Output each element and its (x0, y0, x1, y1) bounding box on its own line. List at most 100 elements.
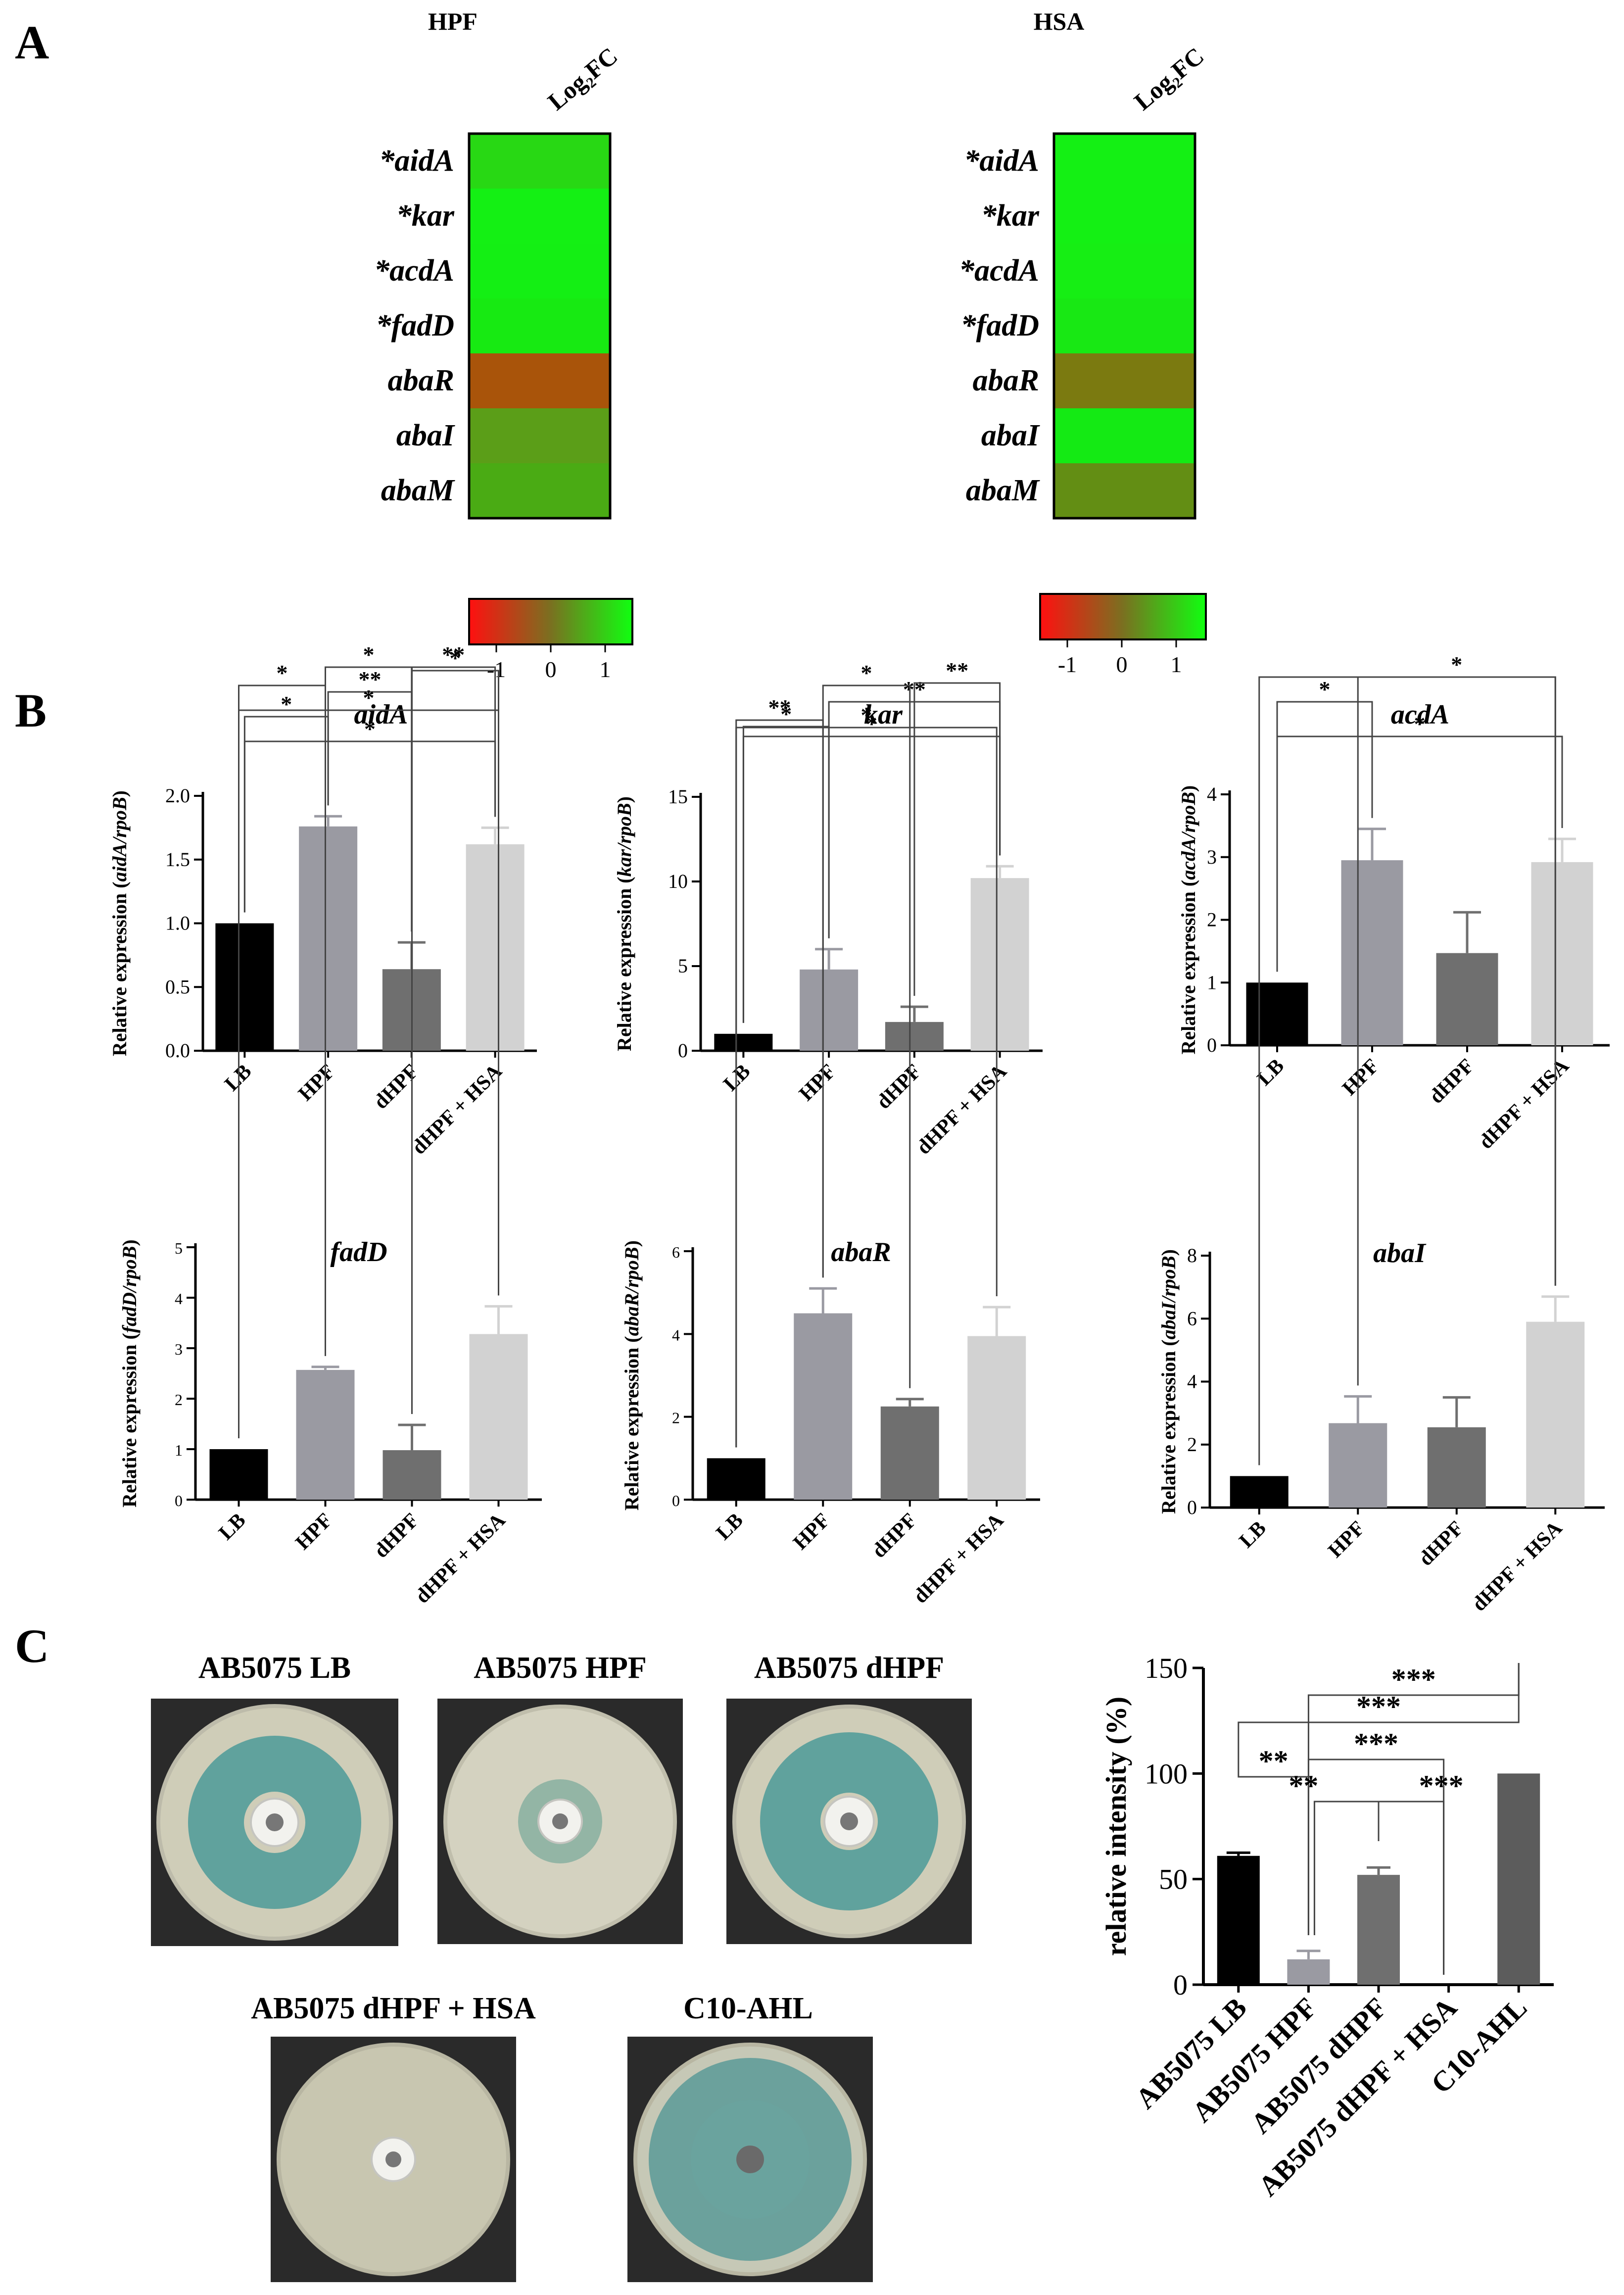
bar (1329, 1423, 1387, 1508)
significance-stars: * (363, 642, 375, 667)
well-hole (840, 1812, 858, 1830)
significance-stars: * (861, 702, 872, 728)
well-hole (552, 1813, 568, 1829)
chart-title: abaI (1373, 1238, 1427, 1269)
bar (880, 1406, 939, 1500)
heatmap-cell (1054, 298, 1195, 353)
y-tick-label: 0 (672, 1492, 680, 1510)
y-tick-label: 2 (175, 1391, 183, 1409)
significance-bracket (243, 740, 496, 913)
x-category-label: LB (214, 1509, 250, 1545)
y-axis-label-gene: aidA/rpoB (108, 797, 131, 881)
y-tick-label: 4 (1207, 783, 1217, 805)
gene-label: abaR (973, 364, 1039, 397)
heatmap-column-label: Log₂FC (1129, 42, 1209, 115)
gene-label: *kar (396, 199, 455, 233)
y-tick-label: 1 (1207, 971, 1217, 993)
colorbar: -1 0 1 (468, 598, 633, 682)
heatmap-cell (469, 244, 610, 298)
x-category-label: HPF (1324, 1517, 1369, 1563)
y-axis-label: Relative expression (abaR/rpoB) (621, 1240, 643, 1511)
gene-label: *aidA (379, 144, 454, 178)
colorbar-tick: -1 (1058, 652, 1077, 677)
y-tick-label: 4 (175, 1290, 183, 1308)
x-category-label: dHPF (370, 1509, 423, 1563)
significance-stars: * (450, 645, 461, 671)
y-tick-label: 0 (678, 1039, 688, 1062)
significance-bracket (1238, 1663, 1520, 1757)
heatmap-cell (469, 189, 610, 244)
plate-label: C10-AHL (683, 1992, 813, 2025)
bar (1246, 982, 1308, 1045)
y-tick-label: 4 (1187, 1370, 1197, 1393)
plate-label: AB5075 HPF (474, 1651, 647, 1685)
x-category-label: HPF (789, 1509, 834, 1555)
gene-label: *fadD (376, 309, 454, 342)
colorbar-tick: 1 (600, 657, 611, 682)
bar-chart-abaI: abaI 0 2 4 6 8 Relative expression (abaI/rpoB)… (1157, 652, 1605, 1616)
heatmap-title: HSA (1034, 7, 1085, 35)
gene-label: abaI (396, 419, 455, 452)
bar-chart-acdA: acdA 0 1 2 3 4 Relative expression (acdA/rpoB)… (1177, 677, 1610, 1154)
x-category-label: LB (1253, 1055, 1289, 1090)
y-tick-label: 3 (175, 1340, 183, 1358)
y-axis-label-gene: abaR/rpoB (621, 1247, 643, 1336)
y-axis-label: Relative expression (abaI/rpoB) (1157, 1249, 1180, 1514)
chart-title: fadD (330, 1237, 387, 1268)
significance-bracket (1258, 676, 1556, 1465)
y-tick-label: 100 (1145, 1758, 1188, 1790)
x-category-label: LB (1235, 1517, 1271, 1553)
panel-letter-b: B (15, 684, 47, 737)
significance-bracket (325, 666, 413, 1415)
bar (794, 1313, 853, 1500)
plate-ab5075-dhpf-hsa: AB5075 dHPF + HSA (251, 1992, 536, 2282)
chart-title: kar (864, 699, 903, 730)
significance-bracket (1378, 1801, 1445, 1975)
x-category-label: dHPF + HSA (408, 1060, 507, 1159)
y-tick-label: 0 (175, 1492, 183, 1510)
heatmap-cells (1054, 134, 1195, 518)
y-axis-label: relative intensity (%) (1100, 1697, 1132, 1956)
panel-b-charts: aidA 0.0 0.5 1.0 1.5 2.0 Relative expression (… (108, 642, 1610, 1616)
significance-stars: ** (1259, 1745, 1289, 1777)
heatmap-cell (1054, 408, 1195, 463)
y-tick-label: 2 (1207, 909, 1217, 931)
significance-stars: * (364, 716, 376, 741)
bar (800, 969, 859, 1051)
y-tick-label: 1 (175, 1441, 183, 1459)
bar-chart-abaR: abaR 0 2 4 6 Relative expression (abaR/rpoB) L… (621, 660, 1040, 1608)
significance-stars: ** (359, 667, 382, 692)
plate-ab5075-dhpf: AB5075 dHPF (726, 1651, 972, 1944)
colorbar-gradient (1039, 593, 1207, 640)
y-tick-label: 0 (1207, 1034, 1217, 1056)
significance-bracket (822, 684, 911, 1388)
colorbar-tick: -1 (487, 657, 506, 682)
bar-chart-kar: kar 0 5 10 15 Relative expression (kar/rpoB) L… (613, 658, 1043, 1159)
y-tick-label: 4 (672, 1326, 680, 1344)
significance-stars: ** (768, 695, 791, 720)
significance-stars: *** (1356, 1690, 1401, 1723)
bar (299, 826, 358, 1051)
significance-bracket (735, 727, 998, 1448)
bar (885, 1022, 944, 1051)
heatmap-cell (1054, 463, 1195, 518)
bar (469, 1334, 528, 1500)
gene-label: abaR (388, 364, 454, 397)
significance-bracket (238, 684, 326, 1438)
x-category-label: dHPF + HSA (1475, 1054, 1574, 1154)
bar-chart-aidA: aidA 0.0 0.5 1.0 1.5 2.0 Relative expression (… (108, 642, 537, 1159)
bar (296, 1369, 355, 1500)
bar (1357, 1875, 1400, 1985)
y-axis-label: Relative expression (aidA/rpoB) (108, 790, 131, 1056)
bar (466, 844, 525, 1051)
y-axis-label-gene: fadD/rpoB (118, 1246, 141, 1333)
y-tick-label: 0 (1173, 1969, 1188, 2001)
plate-label: AB5075 LB (198, 1651, 351, 1685)
bar (1436, 953, 1498, 1045)
gene-label: *aidA (964, 144, 1039, 178)
y-tick-label: 0.5 (165, 976, 190, 998)
colorbar-gradient (468, 598, 633, 645)
x-category-label: HPF (795, 1060, 840, 1106)
y-axis-label: Relative expression (acdA/rpoB) (1177, 785, 1199, 1055)
y-tick-label: 2.0 (165, 784, 190, 807)
